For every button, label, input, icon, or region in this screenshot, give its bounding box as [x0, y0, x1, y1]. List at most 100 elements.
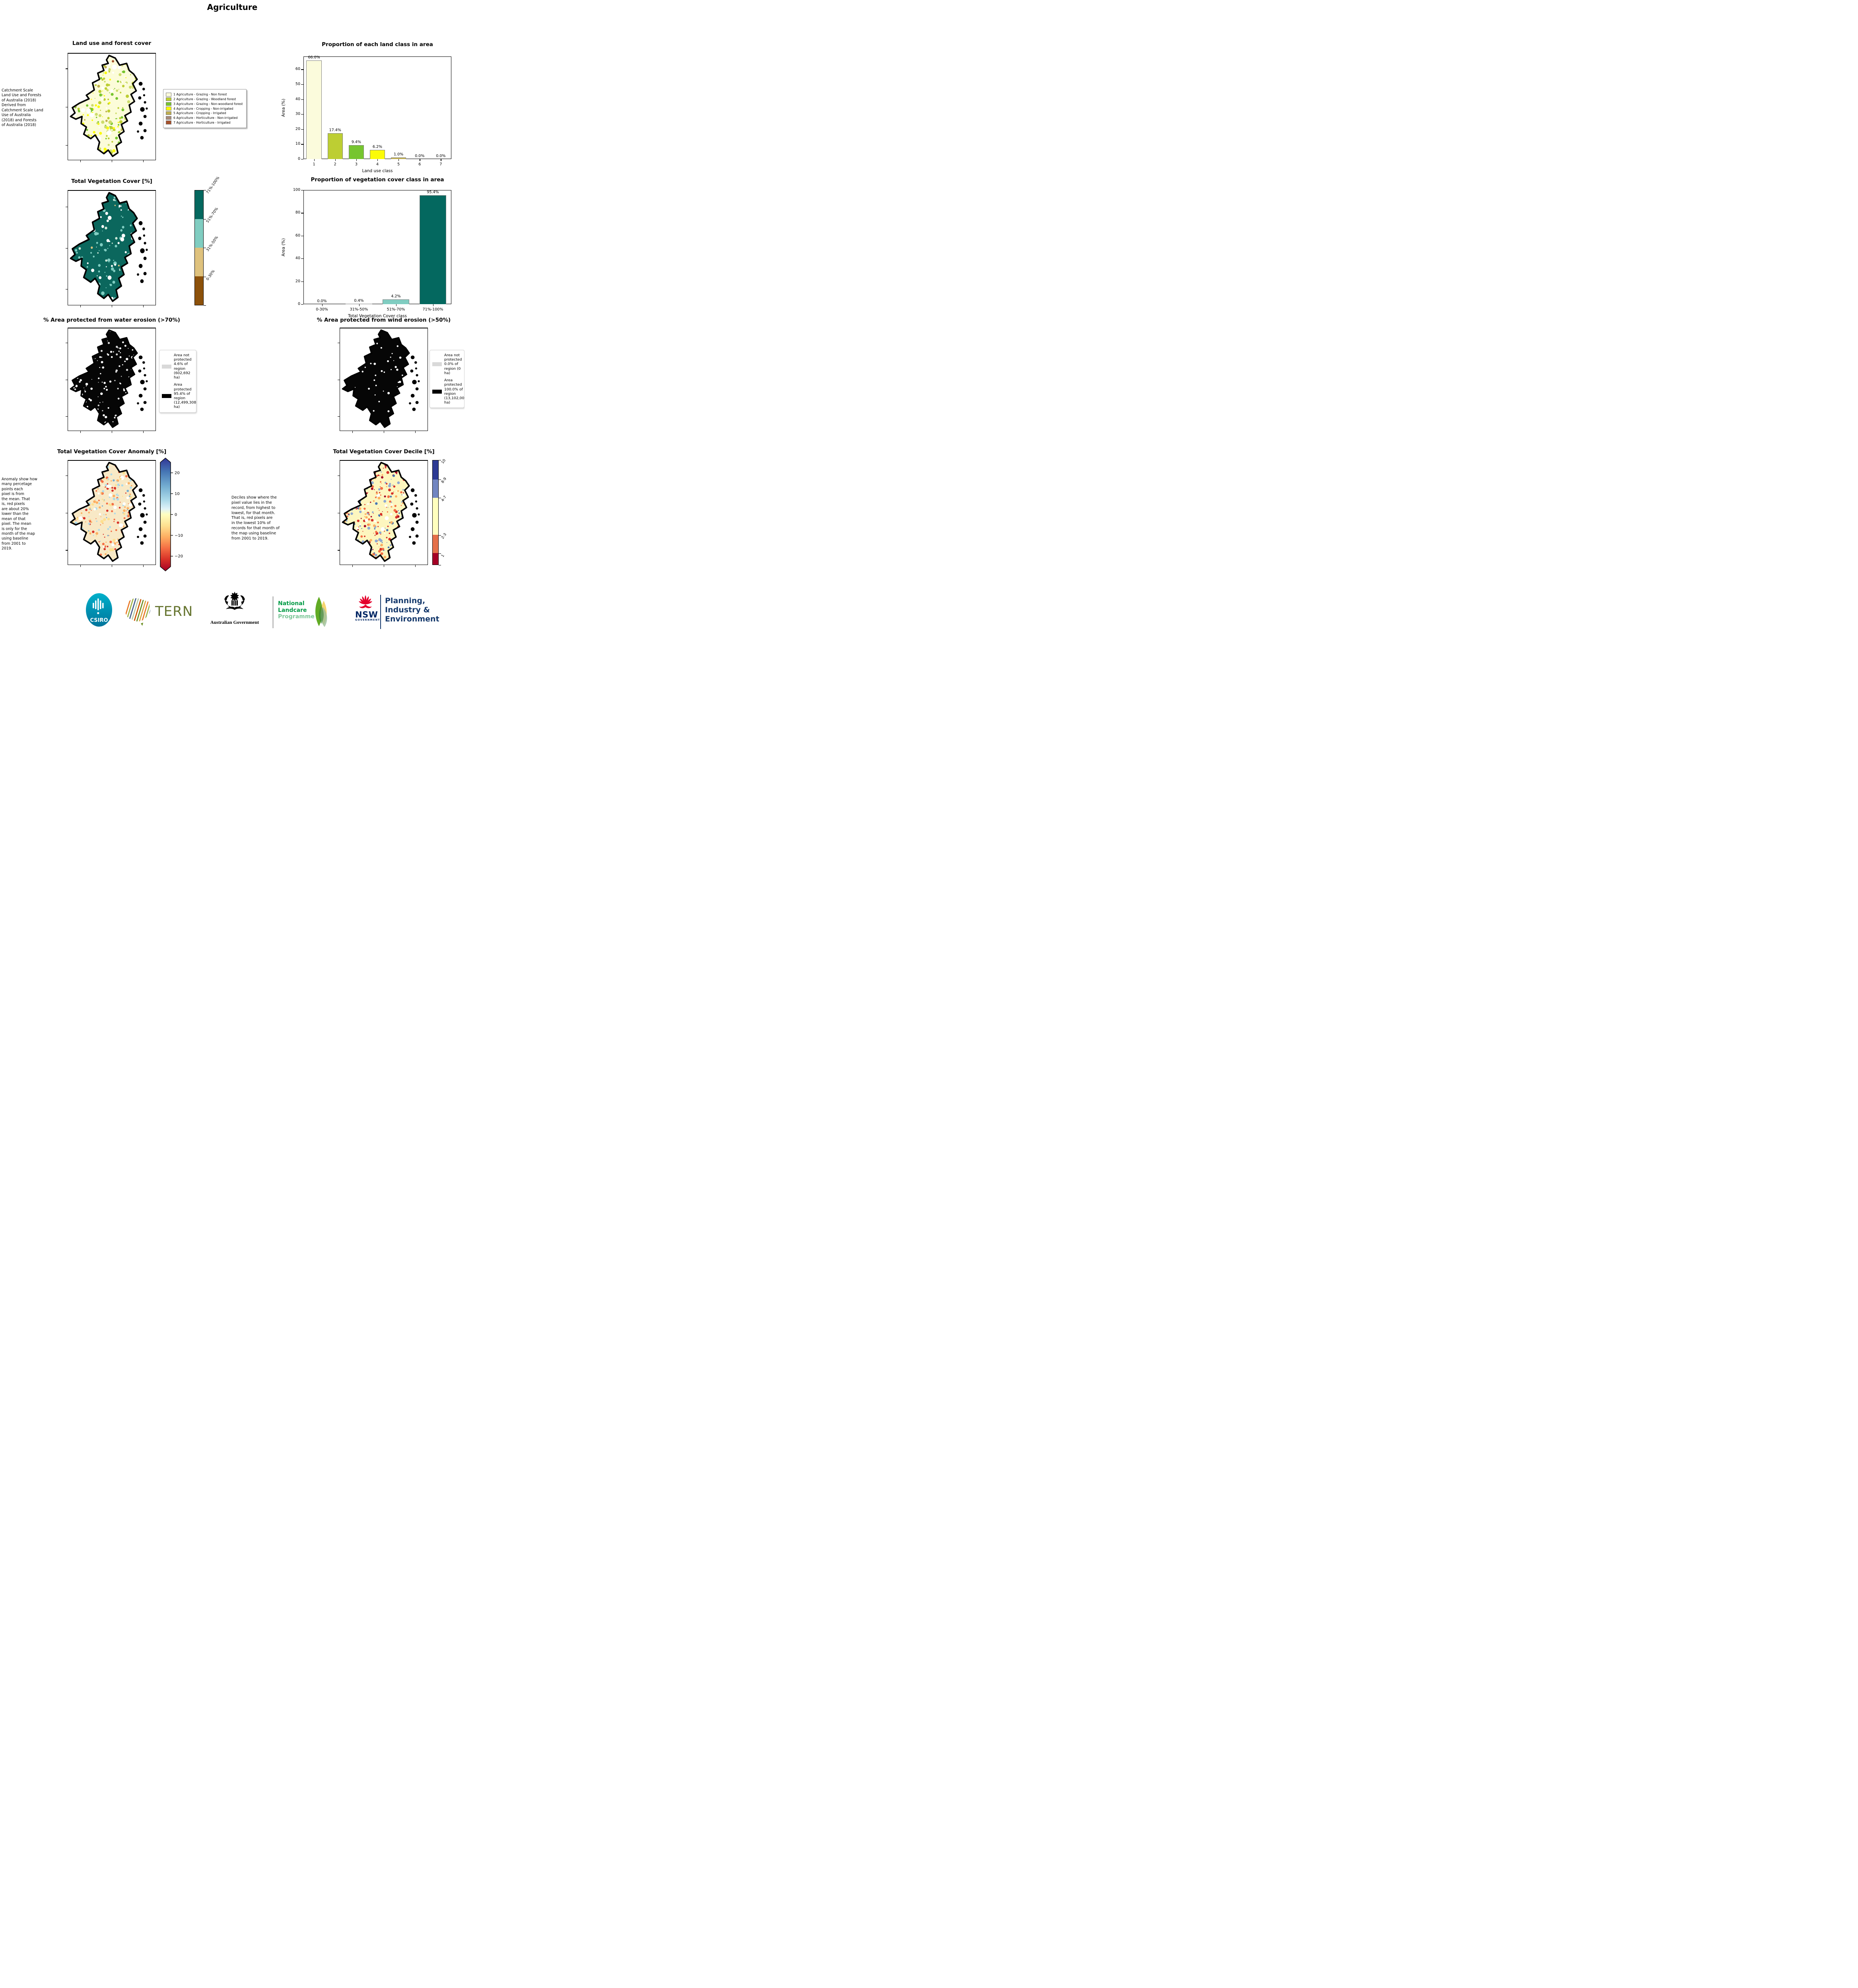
bar	[420, 195, 446, 304]
bar	[391, 157, 406, 159]
y-axis-label: Area (%)	[281, 238, 286, 256]
y-tick	[301, 258, 303, 259]
colorbar-tick-label: 20	[175, 471, 180, 476]
colorbar-label: 31%-50%	[205, 235, 220, 252]
x-tick-label: 1	[313, 162, 315, 167]
bar-value-label: 0.0%	[317, 299, 327, 303]
colorbar-label: 10	[440, 458, 447, 465]
y-tick-label: 100	[293, 188, 300, 192]
csiro-label: CSIRO	[90, 617, 108, 623]
landcare-leaf-icon	[315, 597, 327, 627]
colorbar-label: 1	[440, 553, 445, 558]
map-graphic	[70, 192, 148, 302]
bar-value-label: 17.4%	[329, 128, 341, 132]
y-tick	[301, 129, 303, 130]
x-tick-label: 51%-70%	[387, 307, 405, 312]
y-tick-label: 30	[295, 112, 300, 116]
x-tick-label: 5	[397, 162, 400, 167]
wind-erosion-legend: Area not protected 0.0% of region (0 ha)…	[430, 350, 464, 408]
legend-label: 2 Agriculture - Grazing - Woodland fores…	[173, 97, 236, 101]
anomaly-colorbar: 20 10 0 −10 −20	[159, 458, 203, 571]
bar-value-label: 9.4%	[351, 140, 361, 144]
colorbar-tick-label: −20	[175, 554, 183, 559]
plot-area	[303, 56, 451, 159]
report-page: Agriculture Land use and forest cover To…	[0, 0, 464, 635]
x-tick-label: 0-30%	[316, 307, 328, 312]
legend-swatch-icon	[166, 93, 171, 97]
bar	[348, 145, 364, 159]
y-axis-label: Area (%)	[281, 99, 286, 117]
bar	[369, 149, 385, 159]
bar-value-label: 95.4%	[427, 190, 439, 195]
landuse-legend: 1 Agriculture - Grazing - Non forest 2 Ag…	[163, 89, 247, 128]
x-tick-label: 71%-100%	[422, 307, 443, 312]
australian-government-crest-icon	[224, 592, 245, 610]
legend-item: 4 Agriculture - Cropping - Non-irrigated	[166, 107, 243, 111]
legend-label: 7 Agriculture - Horticulture - Irrigated	[173, 120, 231, 124]
bar-value-label: 0.0%	[436, 154, 446, 158]
colorbar-segment	[433, 553, 438, 565]
map-graphic	[342, 329, 420, 428]
x-tick	[356, 159, 357, 161]
y-tick	[301, 304, 303, 305]
nsw-waratah-icon	[359, 595, 372, 608]
legend-item: 7 Agriculture - Horticulture - Irrigated	[166, 120, 243, 124]
y-tick	[301, 69, 303, 70]
x-tick-label: 31%-50%	[350, 307, 368, 312]
x-tick	[314, 159, 315, 161]
landuse-map	[66, 53, 156, 162]
map-graphic	[342, 462, 420, 562]
legend-swatch-icon	[166, 107, 171, 111]
x-tick	[322, 304, 323, 306]
decile-map	[338, 460, 428, 567]
legend-item: Area protected 100.0% of region (13,102,…	[432, 378, 464, 405]
bar-value-label: 0.4%	[354, 298, 364, 303]
colorbar-tick-label: 10	[175, 492, 180, 496]
tern-australia-icon	[125, 598, 151, 626]
legend-swatch-icon	[166, 120, 171, 124]
page-title: Agriculture	[207, 2, 258, 12]
legend-label: 1 Agriculture - Grazing - Non forest	[173, 93, 227, 97]
anomaly-map-title: Total Vegetation Cover Anomaly [%]	[57, 448, 167, 455]
planning-line1: Planning,	[385, 596, 426, 605]
legend-item: Area not protected 0.0% of region (0 ha)	[432, 353, 462, 375]
legend-item: 3 Agriculture - Grazing - Non-woodland f…	[166, 102, 243, 106]
legend-item: 5 Agriculture - Cropping - Irrigated	[166, 111, 243, 115]
y-tick-label: 80	[295, 210, 300, 215]
anomaly-map	[66, 460, 156, 567]
y-tick-label: 40	[295, 256, 300, 261]
legend-label: 6 Agriculture - Horticulture - Non-irrig…	[173, 116, 238, 120]
landcare-label: National Landcare Programme	[278, 600, 315, 620]
x-tick-label: 2	[334, 162, 336, 167]
vegcover-map	[66, 190, 156, 307]
decile-side-note: Deciles show where the pixel value lies …	[231, 495, 280, 541]
colorbar-segment	[433, 460, 438, 480]
anomaly-colorbar-graphic: 20 10 0 −10 −20	[160, 458, 183, 571]
legend-item: Area not protected 4.6% of region (602,6…	[162, 353, 194, 380]
legend-label: 5 Agriculture - Cropping - Irrigated	[173, 111, 226, 115]
x-tick	[377, 159, 378, 161]
bar	[327, 133, 343, 159]
colorbar-label: 2-3	[440, 532, 448, 540]
colorbar-segment	[195, 276, 203, 305]
x-tick-label: 4	[376, 162, 379, 167]
land-class-chart-title: Proportion of each land class in area	[322, 41, 433, 48]
legend-swatch-icon	[166, 97, 171, 101]
legend-item: Area protected 95.4% of region (12,499,3…	[162, 382, 196, 409]
bar-value-label: 4.2%	[391, 294, 401, 299]
planning-line2: Industry &	[385, 606, 430, 614]
legend-item: 2 Agriculture - Grazing - Woodland fores…	[166, 97, 243, 101]
colorbar-tick-label: 0	[175, 513, 177, 517]
landcare-line2: Landcare	[278, 607, 307, 613]
landcare-line3: Programme	[278, 613, 315, 620]
legend-swatch-icon	[166, 102, 171, 106]
legend-item: 1 Agriculture - Grazing - Non forest	[166, 93, 243, 97]
x-tick-label: 6	[418, 162, 421, 167]
planning-line3: Environment	[385, 615, 439, 623]
bar-value-label: 0.0%	[415, 154, 425, 158]
x-tick	[398, 159, 399, 161]
y-tick-label: 50	[295, 82, 300, 86]
plot-area	[303, 190, 451, 304]
y-tick-label: 0	[297, 157, 300, 161]
x-tick-label: 3	[355, 162, 358, 167]
